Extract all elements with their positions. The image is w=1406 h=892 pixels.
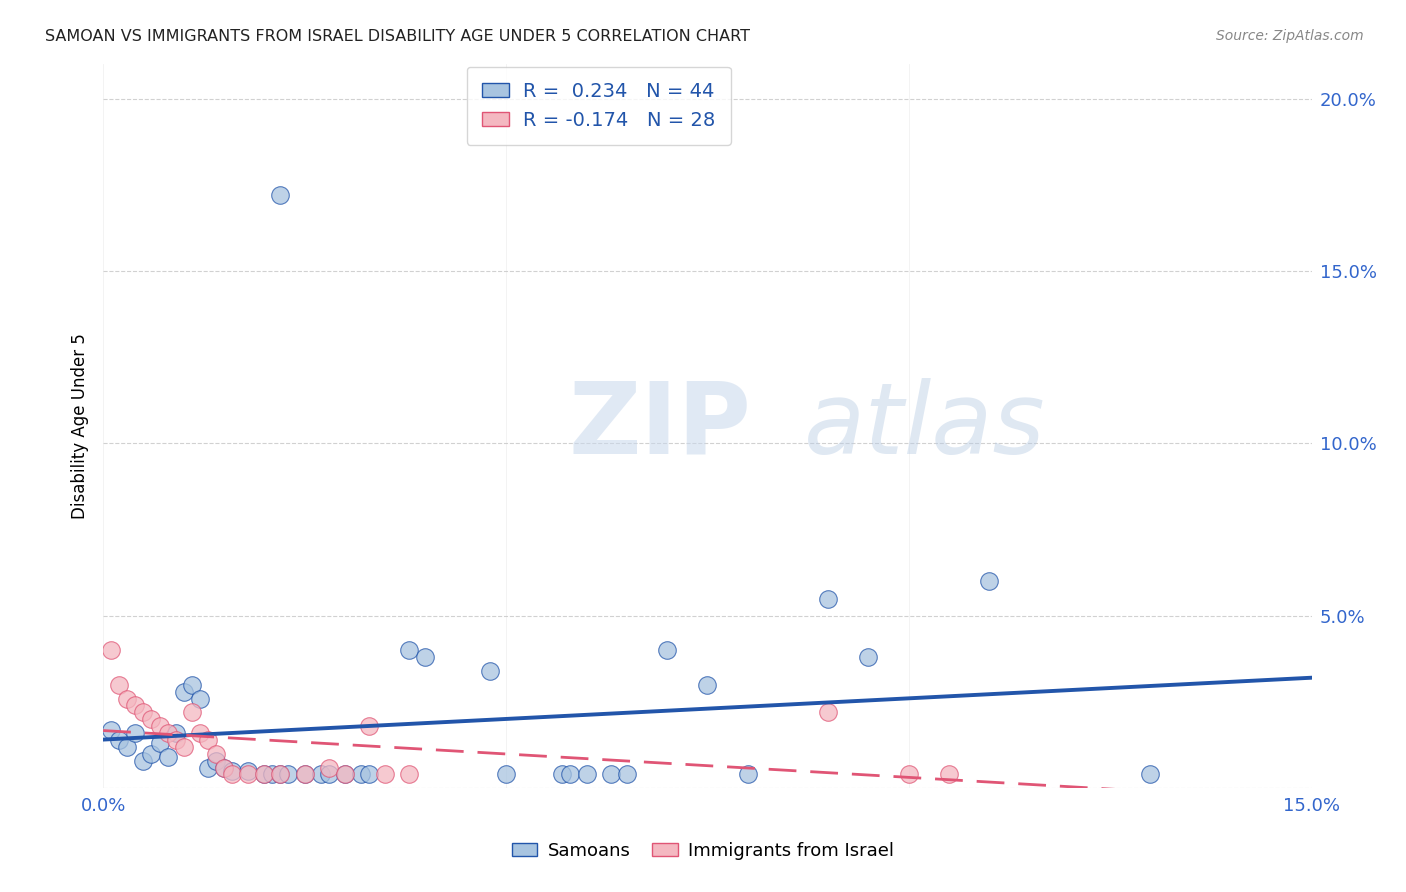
Y-axis label: Disability Age Under 5: Disability Age Under 5 xyxy=(72,334,89,519)
Point xyxy=(221,767,243,781)
Point xyxy=(132,754,155,768)
Point xyxy=(357,767,380,781)
Point xyxy=(253,767,276,781)
Point xyxy=(236,764,259,778)
Point xyxy=(173,739,195,754)
Point xyxy=(575,767,598,781)
Point xyxy=(141,712,163,726)
Point xyxy=(197,760,219,774)
Point xyxy=(180,706,202,720)
Point xyxy=(262,767,284,781)
Point xyxy=(173,684,195,698)
Point xyxy=(221,764,243,778)
Point xyxy=(478,664,501,678)
Point xyxy=(309,767,332,781)
Point xyxy=(495,767,517,781)
Text: atlas: atlas xyxy=(804,377,1046,475)
Legend: R =  0.234   N = 44, R = -0.174   N = 28: R = 0.234 N = 44, R = -0.174 N = 28 xyxy=(467,67,731,145)
Point xyxy=(100,723,122,737)
Point xyxy=(277,767,299,781)
Point xyxy=(253,767,276,781)
Point xyxy=(318,760,340,774)
Point xyxy=(156,750,179,764)
Text: Source: ZipAtlas.com: Source: ZipAtlas.com xyxy=(1216,29,1364,43)
Point xyxy=(236,767,259,781)
Point xyxy=(212,760,235,774)
Text: ZIP: ZIP xyxy=(568,377,751,475)
Point xyxy=(205,747,228,761)
Point xyxy=(269,767,291,781)
Point xyxy=(350,767,373,781)
Point xyxy=(117,739,139,754)
Point xyxy=(817,591,839,606)
Point xyxy=(817,706,839,720)
Point xyxy=(599,767,621,781)
Point xyxy=(124,698,146,713)
Point xyxy=(197,733,219,747)
Point xyxy=(415,650,437,665)
Point xyxy=(212,760,235,774)
Point xyxy=(148,736,170,750)
Point xyxy=(333,767,356,781)
Point xyxy=(205,754,228,768)
Text: SAMOAN VS IMMIGRANTS FROM ISRAEL DISABILITY AGE UNDER 5 CORRELATION CHART: SAMOAN VS IMMIGRANTS FROM ISRAEL DISABIL… xyxy=(45,29,749,44)
Point xyxy=(294,767,316,781)
Point xyxy=(165,733,187,747)
Point xyxy=(897,767,920,781)
Point xyxy=(1139,767,1161,781)
Point xyxy=(269,188,291,202)
Point xyxy=(141,747,163,761)
Point xyxy=(108,678,131,692)
Point xyxy=(294,767,316,781)
Point xyxy=(165,726,187,740)
Point xyxy=(180,678,202,692)
Point xyxy=(357,719,380,733)
Point xyxy=(374,767,396,781)
Point xyxy=(398,767,420,781)
Point xyxy=(108,733,131,747)
Point xyxy=(124,726,146,740)
Point xyxy=(696,678,718,692)
Point xyxy=(398,643,420,657)
Point xyxy=(979,574,1001,589)
Point xyxy=(156,726,179,740)
Point xyxy=(737,767,759,781)
Point xyxy=(318,767,340,781)
Point xyxy=(551,767,574,781)
Point xyxy=(188,691,211,706)
Point xyxy=(100,643,122,657)
Point xyxy=(132,706,155,720)
Point xyxy=(269,767,291,781)
Legend: Samoans, Immigrants from Israel: Samoans, Immigrants from Israel xyxy=(505,835,901,867)
Point xyxy=(560,767,582,781)
Point xyxy=(616,767,638,781)
Point xyxy=(148,719,170,733)
Point xyxy=(188,726,211,740)
Point xyxy=(858,650,880,665)
Point xyxy=(655,643,678,657)
Point xyxy=(333,767,356,781)
Point xyxy=(117,691,139,706)
Point xyxy=(938,767,960,781)
